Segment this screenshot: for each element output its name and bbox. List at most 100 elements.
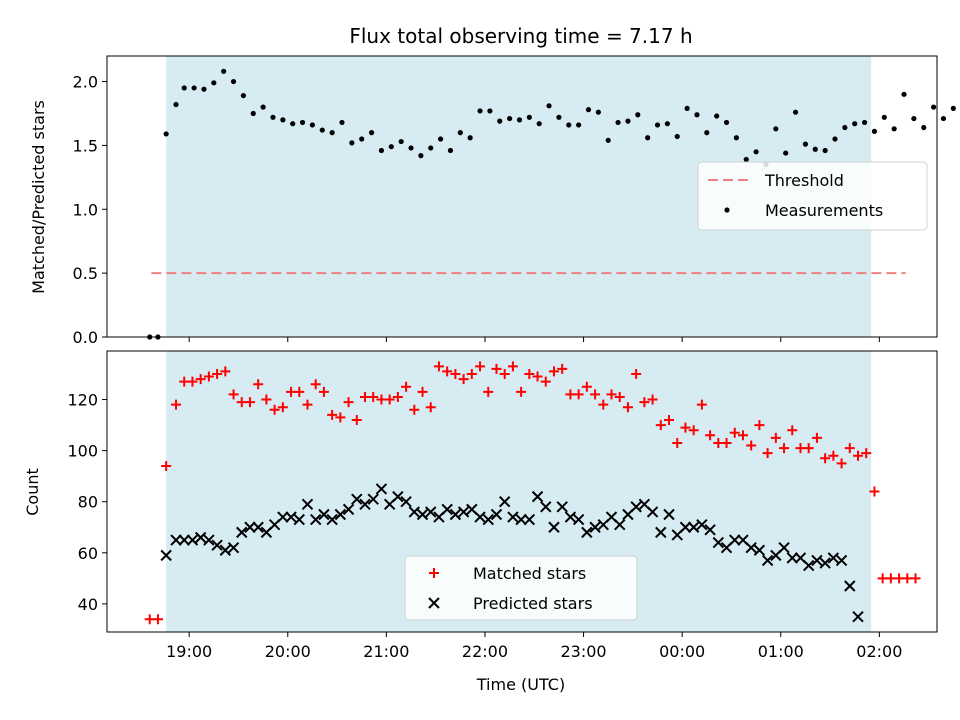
- matched-star-point: [853, 450, 864, 461]
- matched-star-point: [310, 379, 321, 390]
- measurement-point: [349, 140, 355, 146]
- top-y-tick-label: 1.5: [73, 136, 98, 155]
- matched-star-point: [195, 374, 206, 385]
- top-y-tick-label: 1.0: [73, 200, 98, 219]
- predicted-star-point: [835, 554, 848, 567]
- matched-star-point: [351, 414, 362, 425]
- matched-star-point: [368, 391, 379, 402]
- matched-star-point: [171, 399, 182, 410]
- matched-star-point: [516, 386, 527, 397]
- predicted-star-point: [359, 498, 371, 510]
- measurement-point: [191, 85, 197, 91]
- matched-star-point: [631, 368, 642, 379]
- bottom-y-tick-label: 120: [67, 391, 98, 410]
- predicted-star-point: [252, 521, 264, 533]
- measurement-point: [467, 135, 473, 141]
- measurement-point: [645, 135, 651, 141]
- measurement-point: [694, 112, 700, 118]
- legend-measurements-label: Measurements: [765, 201, 883, 220]
- measurement-point: [378, 147, 385, 154]
- top-legend: Threshold Measurements: [697, 161, 928, 231]
- matched-star-point: [688, 425, 699, 436]
- bottom-y-tick-label: 60: [78, 544, 98, 563]
- matched-star-point: [861, 448, 872, 459]
- matched-star-point: [779, 443, 790, 454]
- predicted-star-point: [277, 511, 289, 523]
- matched-star-point: [721, 437, 732, 448]
- predicted-star-point: [416, 508, 429, 521]
- measurement-point: [595, 109, 601, 115]
- matched-star-point: [220, 366, 231, 377]
- predicted-stars-points: [160, 483, 864, 623]
- matched-star-point: [318, 386, 329, 397]
- bottom-panel: 40 60 80 100 120 19:00 20:00 21:00 22:00 23:00 00…: [23, 350, 938, 694]
- predicted-star-point: [227, 541, 240, 554]
- measurement-point: [773, 126, 779, 132]
- predicted-star-point: [819, 557, 831, 569]
- matched-star-point: [869, 486, 880, 497]
- predicted-star-point: [572, 513, 585, 526]
- matched-star-point: [910, 573, 921, 584]
- measurement-point: [822, 147, 828, 154]
- predicted-star-point: [293, 513, 305, 526]
- measurement-point: [290, 121, 296, 127]
- predicted-star-point: [482, 513, 494, 526]
- bottom-x-axis: 19:00 20:00 21:00 22:00 23:00 00:00 01:00 02:00: [166, 632, 902, 661]
- predicted-star-point: [334, 508, 347, 521]
- predicted-star-point: [301, 498, 314, 510]
- matched-star-point: [433, 361, 444, 372]
- matched-star-point: [540, 376, 551, 387]
- matched-star-point: [664, 414, 675, 425]
- measurement-point: [201, 86, 207, 92]
- measurement-point: [507, 115, 513, 122]
- matched-star-point: [253, 379, 264, 390]
- top-y-tick-label: 0.5: [73, 264, 98, 283]
- predicted-star-point: [729, 534, 741, 546]
- predicted-star-point: [523, 513, 536, 526]
- predicted-star-point: [186, 534, 199, 546]
- predicted-star-point: [400, 496, 412, 508]
- measurement-point: [388, 144, 394, 150]
- matched-star-point: [401, 381, 412, 392]
- top-y-tick-label: 2.0: [73, 73, 98, 92]
- measurement-point: [181, 85, 187, 91]
- predicted-star-point: [515, 513, 527, 526]
- measurement-point: [891, 126, 897, 132]
- matched-star-point: [491, 363, 502, 374]
- matched-star-point: [532, 371, 543, 382]
- predicted-star-point: [630, 501, 642, 513]
- predicted-star-point: [614, 519, 626, 531]
- predicted-star-point: [564, 511, 577, 523]
- predicted-star-point: [367, 493, 379, 505]
- measurement-point: [832, 136, 838, 142]
- measurement-point: [398, 138, 404, 145]
- matched-star-point: [458, 374, 469, 385]
- predicted-star-point: [194, 531, 207, 544]
- measurement-point: [368, 130, 375, 136]
- measurement-point: [546, 103, 552, 109]
- measurement-point: [921, 124, 927, 131]
- matched-star-point: [614, 391, 625, 402]
- measurement-point: [812, 146, 818, 152]
- predicted-star-point: [441, 503, 453, 516]
- measurement-point: [339, 119, 345, 126]
- measurement-point: [428, 145, 434, 151]
- legend-matched-label: Matched stars: [473, 564, 586, 583]
- predicted-star-point: [827, 552, 840, 564]
- measurement-point: [842, 124, 848, 131]
- matched-star-point: [787, 425, 798, 436]
- predicted-star-point: [655, 526, 667, 539]
- matched-star-point: [335, 412, 346, 423]
- measurement-point: [792, 109, 799, 115]
- matched-star-point: [828, 450, 839, 461]
- bottom-x-tick-label: 21:00: [363, 642, 409, 661]
- measurement-point: [173, 101, 179, 108]
- matched-star-point: [269, 404, 280, 415]
- matched-star-point: [203, 371, 214, 382]
- measurement-point: [526, 114, 532, 120]
- measurement-point: [487, 108, 493, 114]
- predicted-star-point: [375, 483, 388, 495]
- bottom-x-tick-label: 02:00: [856, 642, 902, 661]
- predicted-star-point: [687, 521, 700, 533]
